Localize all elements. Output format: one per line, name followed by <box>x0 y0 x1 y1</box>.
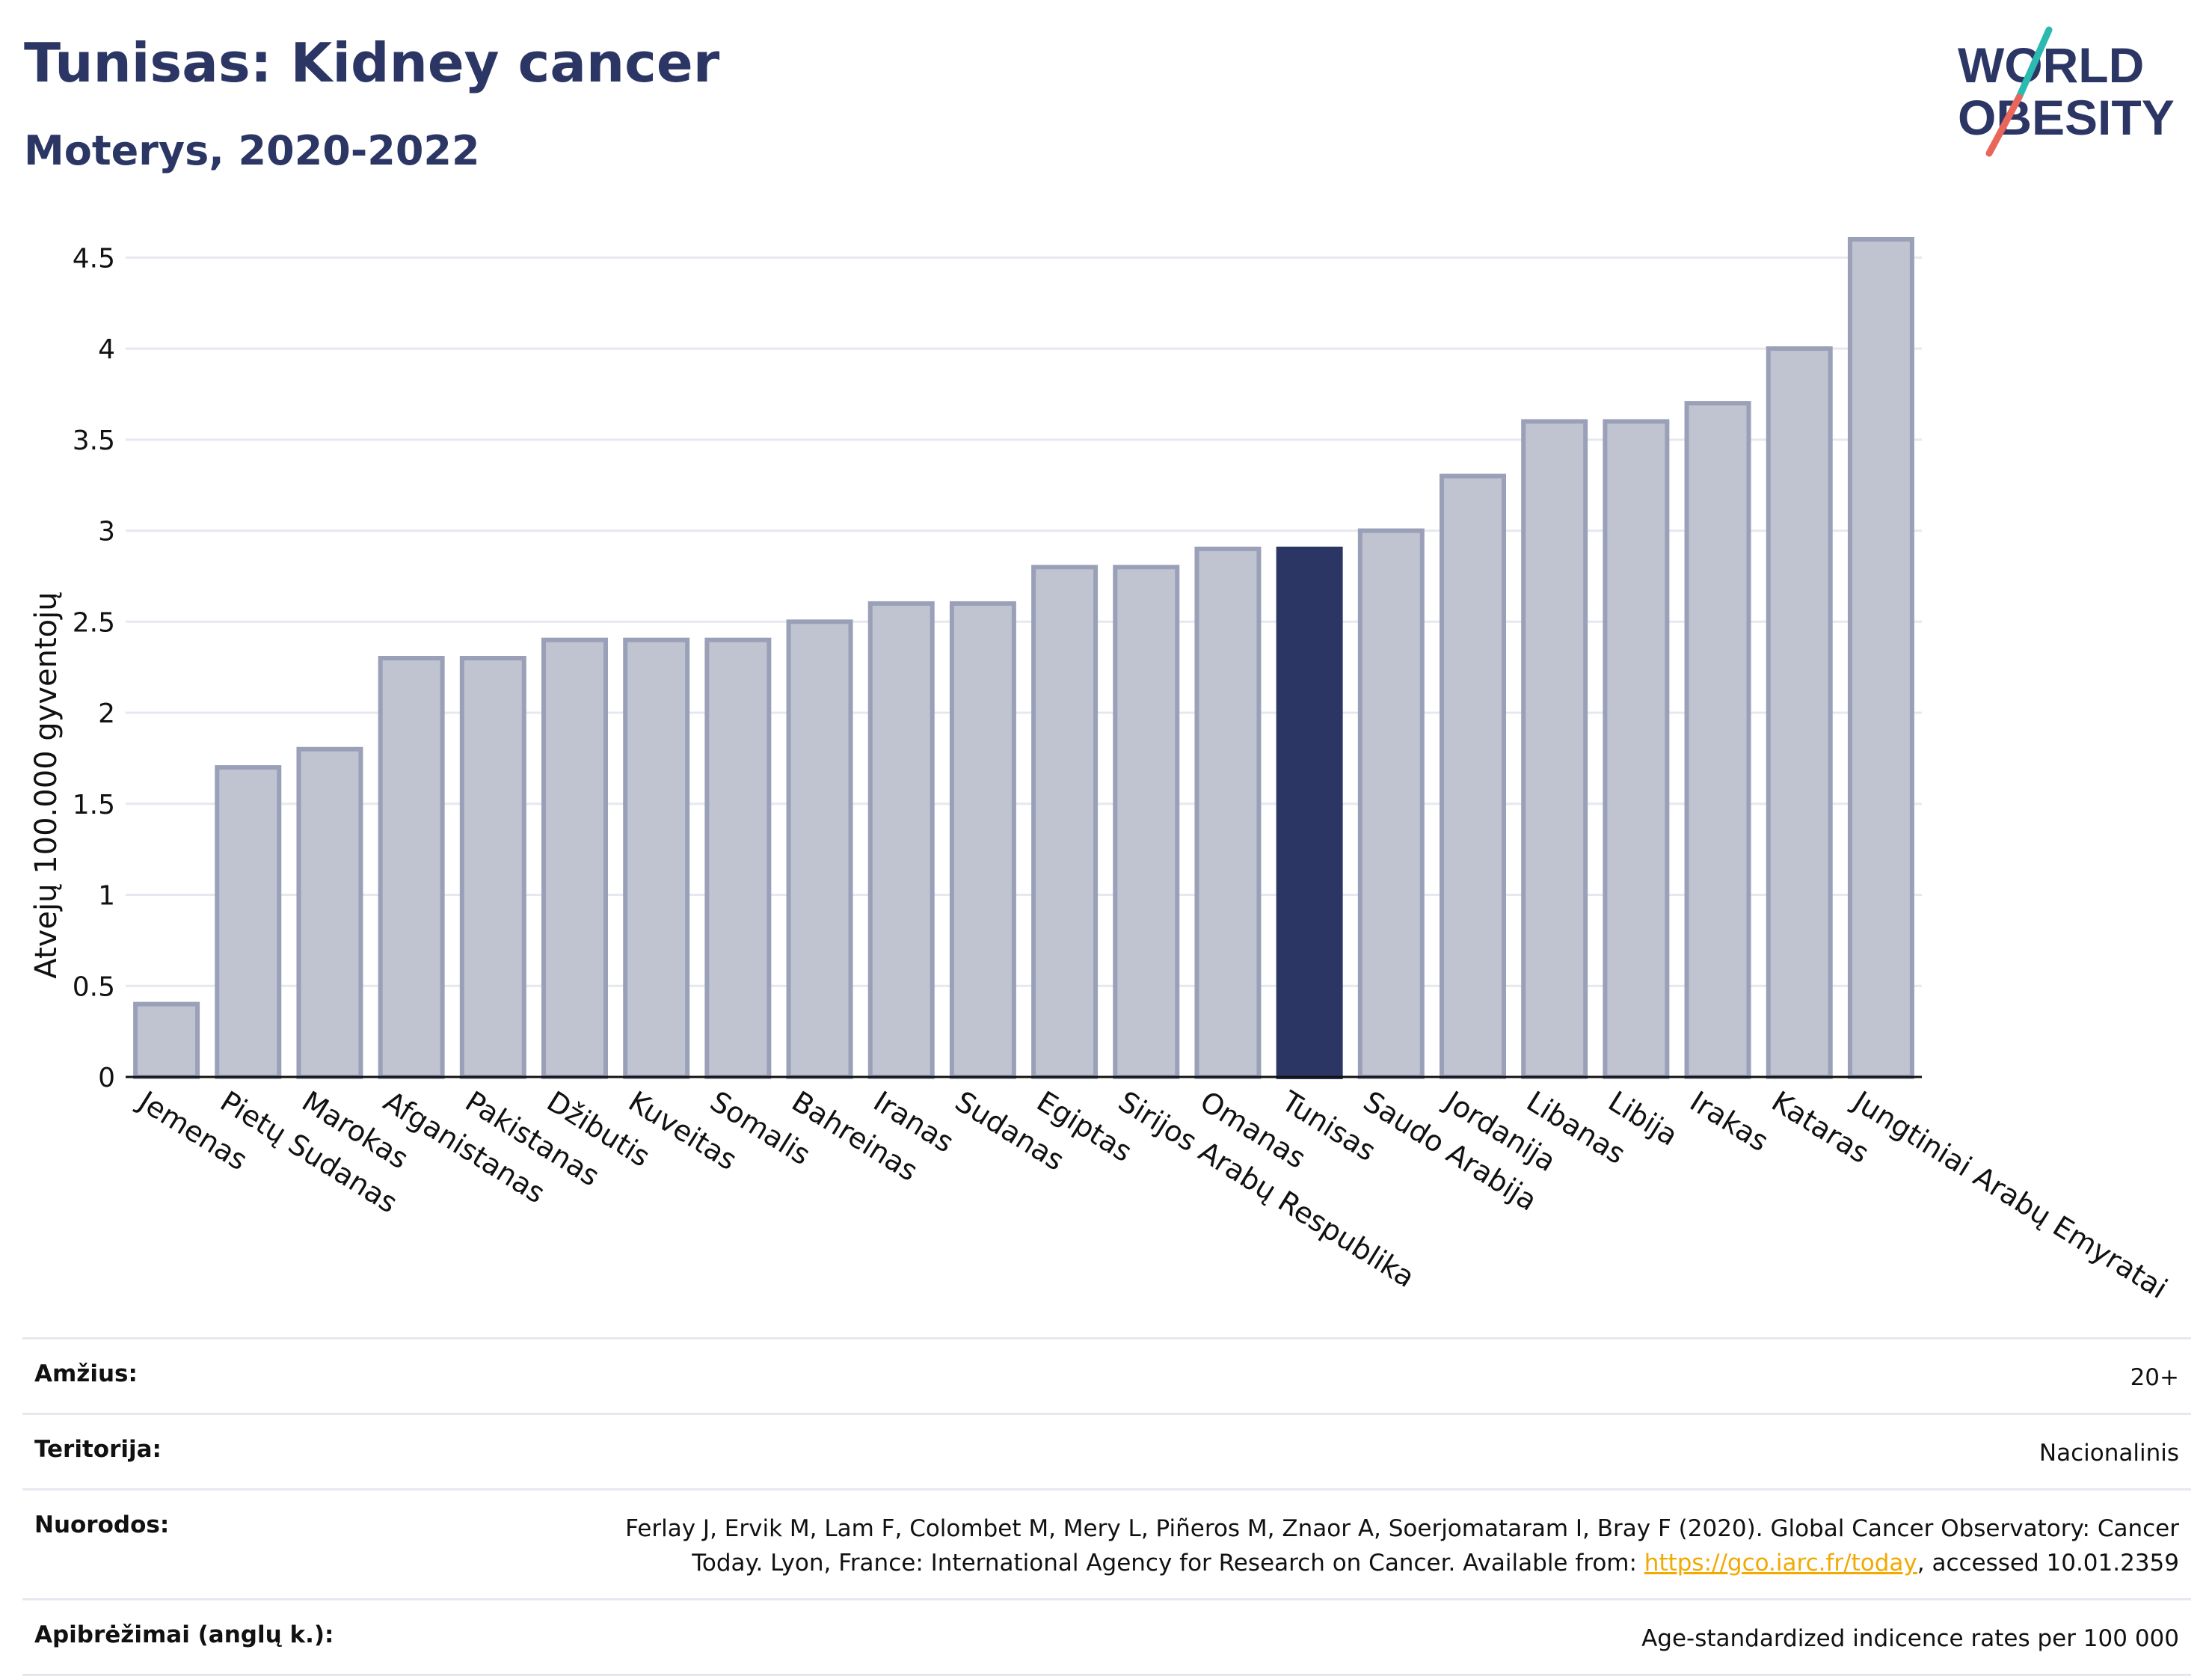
info-row-references: Nuorodos: Ferlay J, Ervik M, Lam F, Colo… <box>22 1488 2191 1598</box>
bar-jungtiniai-arabų-emyratai <box>1847 237 1914 1079</box>
info-row-definitions: Apibrėžimai (anglų k.): Age-standardized… <box>22 1598 2191 1676</box>
y-tick-label: 2 <box>98 699 115 729</box>
info-key-territory: Teritorija: <box>34 1436 162 1463</box>
x-tick-label: Jungtiniai Arabų Emyratai <box>1846 1084 2173 1305</box>
bar-libija <box>1603 419 1670 1079</box>
y-axis-label: Atvejų 100.000 gyventojų <box>29 592 64 979</box>
bar-kataras <box>1766 346 1833 1079</box>
info-row-territory: Teritorija: Nacionalinis <box>22 1413 2191 1488</box>
bar-irakas <box>1684 401 1751 1079</box>
bar-egiptas <box>1031 565 1099 1079</box>
y-tick-label: 1 <box>98 881 115 912</box>
logo-word-world: WORLD <box>1958 37 2144 93</box>
y-tick-label: 0.5 <box>73 971 115 1002</box>
bar-pakistanas <box>459 656 526 1079</box>
bar-saudo-arabija <box>1357 528 1425 1079</box>
logo-word-obesity: OBESITY <box>1958 90 2175 145</box>
reference-accessed: , accessed 10.01.2359 <box>1917 1550 2179 1577</box>
info-value-definitions: Age-standardized indicence rates per 100… <box>1641 1625 2179 1652</box>
bar-afganistanas <box>378 656 445 1079</box>
info-row-age: Amžius: 20+ <box>22 1337 2191 1413</box>
bar-pietų-sudanas <box>215 765 282 1080</box>
bar-sudanas <box>949 601 1016 1079</box>
y-tick-label: 3 <box>98 517 115 547</box>
y-tick-label: 2.5 <box>73 607 115 638</box>
info-key-references: Nuorodos: <box>34 1511 170 1538</box>
info-key-age: Amžius: <box>34 1360 138 1387</box>
logo-slash-teal <box>2015 26 2053 101</box>
bar-džibutis <box>541 637 608 1079</box>
reference-link[interactable]: https://gco.iarc.fr/today <box>1644 1550 1917 1577</box>
reference-text: Ferlay J, Ervik M, Lam F, Colombet M, Me… <box>625 1515 2179 1577</box>
chart-title: Tunisas: Kidney cancer <box>24 31 720 94</box>
info-key-definitions: Apibrėžimai (anglų k.): <box>34 1621 334 1648</box>
bar-tunisas <box>1276 546 1343 1080</box>
y-tick-label: 3.5 <box>73 426 115 456</box>
x-tick-label: Irakas <box>1684 1084 1774 1158</box>
bar-libanas <box>1521 419 1588 1079</box>
y-tick-label: 4.5 <box>73 243 115 274</box>
bar-marokas <box>296 746 363 1079</box>
bar-bahreinas <box>786 619 853 1079</box>
y-tick-label: 1.5 <box>73 790 115 820</box>
y-tick-label: 4 <box>98 334 115 365</box>
info-value-age: 20+ <box>2130 1364 2179 1391</box>
bar-jemenas <box>133 1001 200 1079</box>
world-obesity-logo: WORLD OBESITY <box>1958 26 2175 157</box>
logo-slash-red <box>1985 93 2023 157</box>
bar-kuveitas <box>623 637 690 1079</box>
bar-iranas <box>867 601 935 1079</box>
chart-subtitle: Moterys, 2020-2022 <box>24 127 480 174</box>
info-value-territory: Nacionalinis <box>2039 1440 2179 1467</box>
bar-somalis <box>704 637 772 1079</box>
info-value-references: Ferlay J, Ervik M, Lam F, Colombet M, Me… <box>609 1511 2179 1580</box>
y-tick-label: 0 <box>98 1063 115 1093</box>
bar-jordanija <box>1440 473 1506 1079</box>
info-table: Amžius: 20+ Teritorija: Nacionalinis Nuo… <box>22 1337 2191 1676</box>
bar-sirijos-arabų-respublika <box>1113 565 1180 1079</box>
bar-omanas <box>1194 546 1262 1080</box>
